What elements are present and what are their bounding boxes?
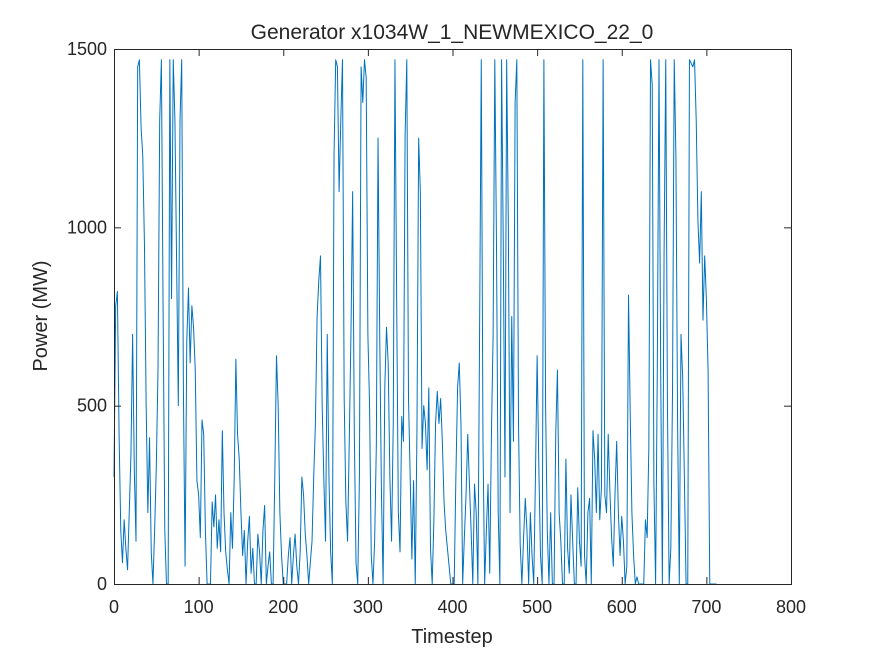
- x-tick-label: 0: [109, 597, 119, 617]
- x-tick-label: 500: [522, 597, 552, 617]
- x-tick-label: 600: [607, 597, 637, 617]
- x-tick-label: 400: [437, 597, 467, 617]
- y-tick-label: 1500: [67, 39, 107, 59]
- x-axis-label: Timestep: [411, 626, 493, 648]
- x-tick-label: 700: [691, 597, 721, 617]
- x-axis: 0 100 200 300 400 500 600 700 800: [109, 49, 806, 617]
- x-tick-label: 300: [353, 597, 383, 617]
- series-layer: [113, 59, 717, 585]
- y-axis-label: Power (MW): [30, 260, 52, 371]
- y-tick-label: 1000: [67, 217, 107, 237]
- x-tick-label: 100: [184, 597, 214, 617]
- x-tick-label: 800: [776, 597, 806, 617]
- chart-title: Generator x1034W_1_NEWMEXICO_22_0: [251, 21, 654, 44]
- plot-area: [113, 49, 792, 585]
- y-tick-label: 0: [97, 574, 107, 594]
- y-tick-label: 500: [77, 396, 107, 416]
- series-line: [113, 59, 717, 585]
- x-tick-label: 200: [268, 597, 298, 617]
- y-axis: 0 500 1000 1500: [67, 39, 791, 594]
